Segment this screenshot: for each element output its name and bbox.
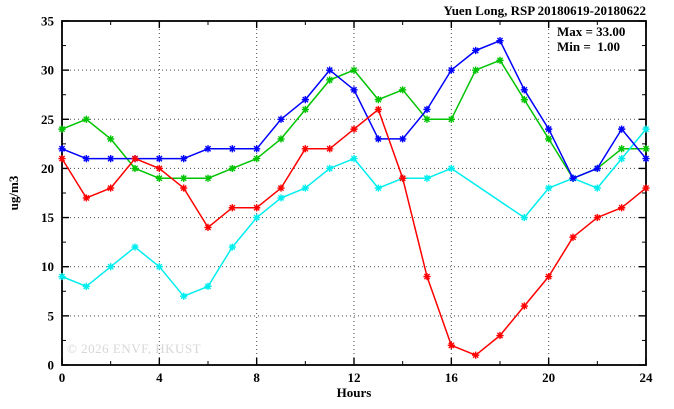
- svg-text:35: 35: [41, 14, 55, 29]
- watermark: © 2026 ENVF, HKUST: [67, 341, 202, 356]
- legend: Max = 33.00 Min = 1.00: [557, 24, 625, 54]
- svg-text:0: 0: [59, 370, 66, 385]
- legend-min: Min = 1.00: [557, 39, 621, 54]
- svg-text:0: 0: [48, 358, 55, 373]
- svg-text:20: 20: [542, 370, 555, 385]
- legend-max: Max = 33.00: [557, 24, 626, 39]
- svg-text:25: 25: [41, 112, 55, 127]
- svg-text:4: 4: [156, 370, 163, 385]
- svg-text:12: 12: [348, 370, 361, 385]
- svg-text:5: 5: [48, 308, 55, 323]
- x-axis-label: Hours: [336, 385, 372, 400]
- svg-text:8: 8: [253, 370, 260, 385]
- svg-text:16: 16: [445, 370, 459, 385]
- y-axis-label: ug/m3: [6, 175, 21, 211]
- svg-text:24: 24: [640, 370, 654, 385]
- svg-text:30: 30: [41, 63, 54, 78]
- svg-text:20: 20: [41, 161, 54, 176]
- chart-title: Yuen Long, RSP 20180619-20180622: [443, 3, 647, 18]
- svg-text:15: 15: [41, 210, 55, 225]
- svg-text:10: 10: [41, 259, 54, 274]
